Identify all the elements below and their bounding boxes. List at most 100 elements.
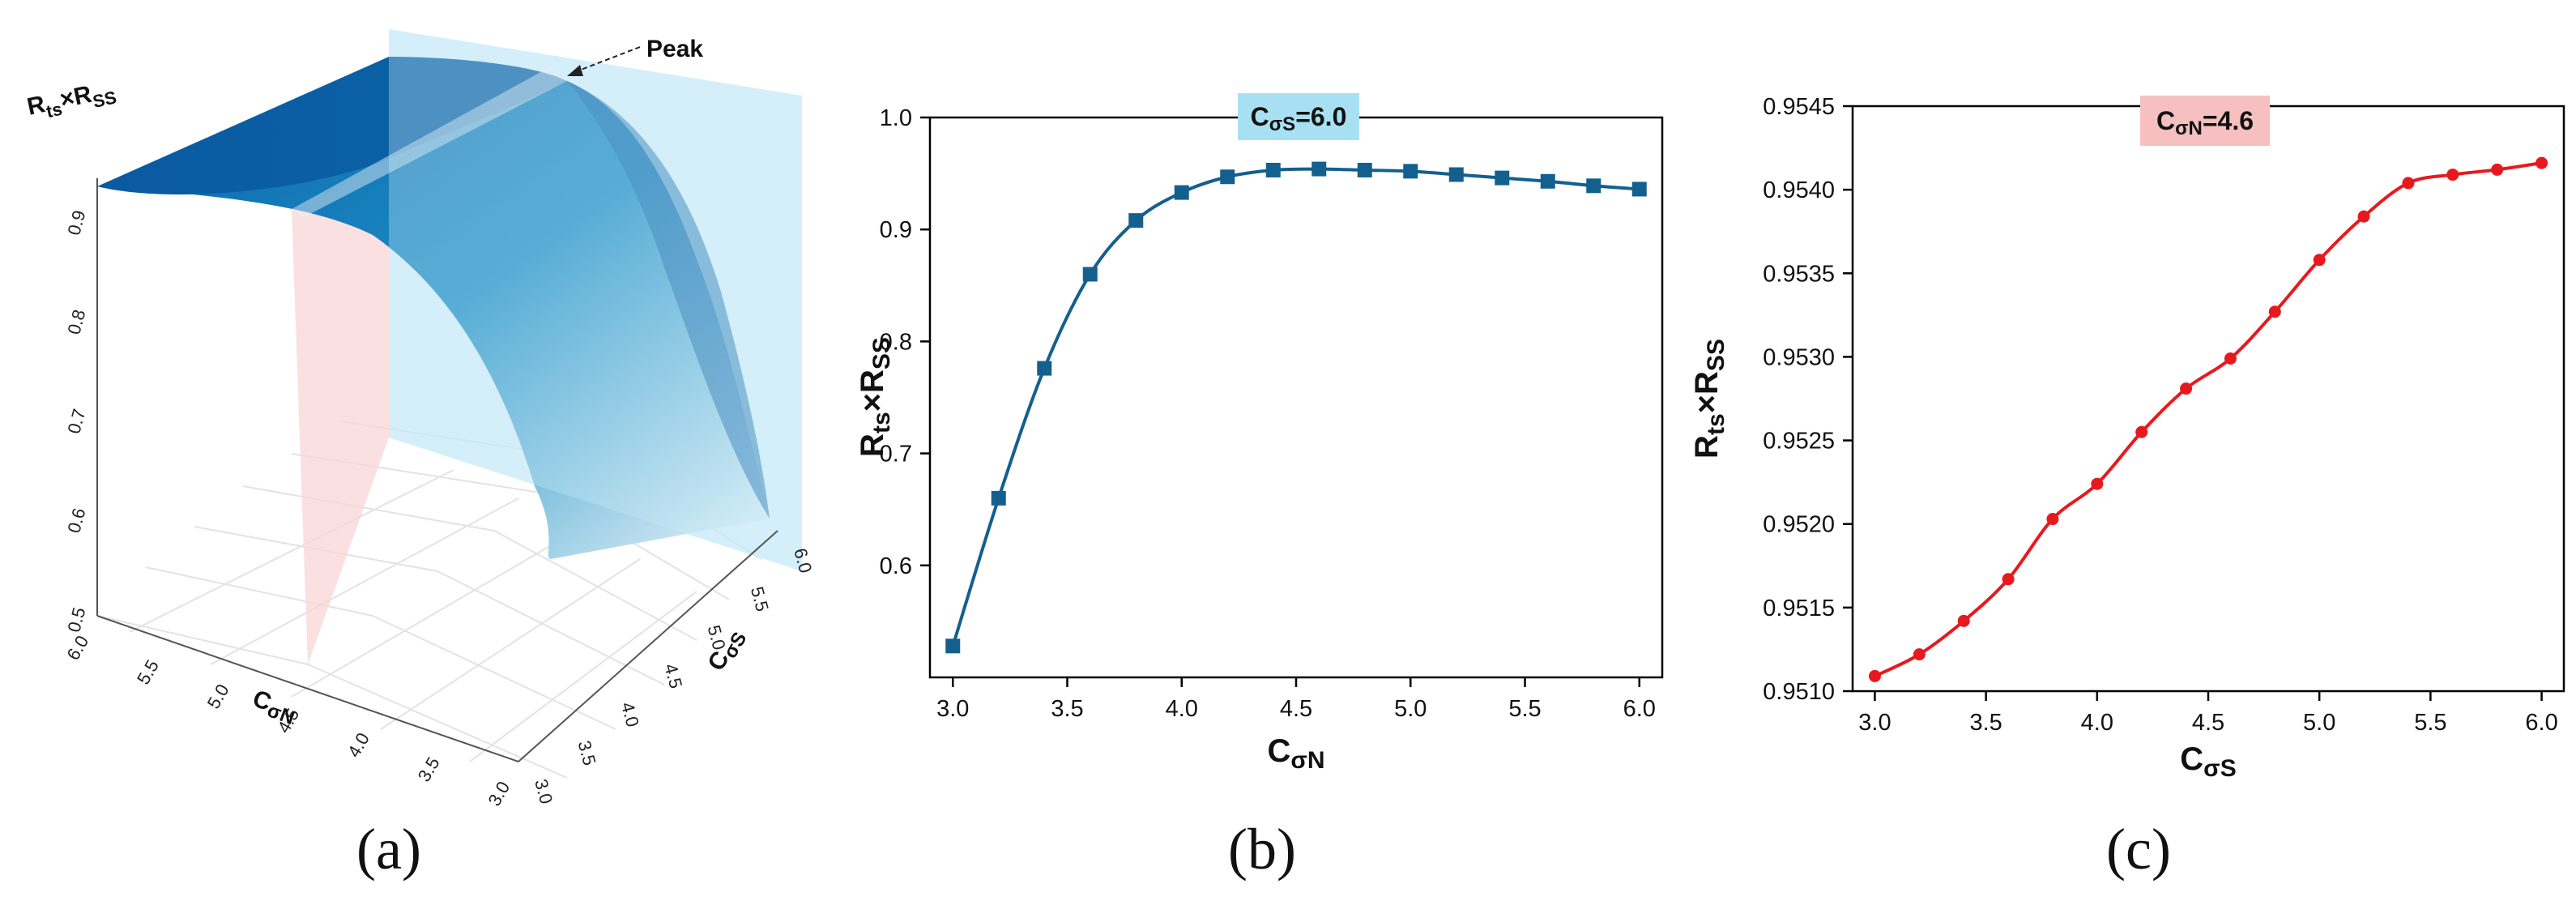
y-tick-label: 0.7 bbox=[880, 442, 912, 468]
x-tick-label: 6.0 bbox=[1623, 696, 1656, 722]
surface-ridge-shade bbox=[567, 81, 770, 519]
data-point bbox=[2046, 513, 2059, 526]
data-point bbox=[1957, 614, 1970, 627]
x-tick-label: 5.0 bbox=[203, 681, 233, 712]
y-tick-label: 0.9545 bbox=[1763, 94, 1835, 120]
y-tick-label: 0.9525 bbox=[1763, 429, 1835, 455]
y-tick-label: 0.9530 bbox=[1763, 344, 1835, 370]
x-tick-label: 3.0 bbox=[936, 696, 969, 722]
data-point bbox=[2313, 254, 2326, 267]
panel-c-line-chart: 3.0 3.5 4.0 4.5 5.0 5.5 6.0 0.9510 0.9515 0.9520… bbox=[1689, 94, 2565, 882]
blue-plane-front bbox=[389, 29, 802, 571]
data-point bbox=[2091, 477, 2104, 490]
data-point bbox=[1265, 162, 1281, 177]
annotation-box bbox=[2140, 96, 2270, 146]
data-point bbox=[1403, 164, 1418, 179]
data-point bbox=[1448, 167, 1464, 182]
data-point bbox=[1037, 361, 1052, 376]
x-tick-label: 5.0 bbox=[2303, 710, 2335, 736]
data-point bbox=[1174, 185, 1189, 200]
y-axis-ticks: 0.9510 0.9515 0.9520 0.9525 0.9530 0.9535 0.95… bbox=[1763, 94, 1853, 705]
data-point bbox=[2268, 305, 2281, 318]
data-point bbox=[1082, 267, 1098, 282]
x-tick-label: 5.5 bbox=[1508, 696, 1541, 722]
annotation-box bbox=[1238, 93, 1359, 140]
x-tick-label: 4.5 bbox=[2192, 710, 2224, 736]
y-tick-label: 0.9520 bbox=[1763, 512, 1835, 538]
panel-a-surface-plot: 0.5 0.6 0.7 0.8 0.9 6.0 5.5 5.0 4.5 4.0 3.5 3.0 3.… bbox=[25, 29, 816, 882]
y-axis-title: Rts×RSS bbox=[855, 337, 895, 457]
x-tick-label: 5.0 bbox=[1394, 696, 1427, 722]
annotation-text: CσN=4.6 bbox=[2156, 106, 2254, 139]
z-tick-label: 0.7 bbox=[63, 407, 89, 436]
panel-a-label: (a) bbox=[356, 817, 421, 882]
y-tick-label: 4.5 bbox=[660, 661, 686, 690]
y-tick-label: 0.9535 bbox=[1763, 261, 1835, 287]
panel-b-label: (b) bbox=[1228, 817, 1296, 882]
x-tick-label: 6.0 bbox=[2525, 710, 2557, 736]
peak-label: Peak bbox=[646, 36, 703, 62]
y-tick-label: 0.8 bbox=[880, 329, 912, 355]
data-point bbox=[2135, 425, 2148, 438]
annotation-text: CσS=6.0 bbox=[1251, 102, 1347, 135]
plot-frame bbox=[1851, 105, 2565, 693]
red-plane-top-strip bbox=[292, 66, 567, 217]
data-point bbox=[2002, 573, 2015, 586]
y-tick-label: 4.0 bbox=[617, 700, 643, 729]
data-point bbox=[2180, 382, 2193, 395]
y-axis-ticks: 3.03.54.04.55.05.56.0 bbox=[531, 546, 816, 806]
y-tick-label: 0.9540 bbox=[1763, 177, 1835, 203]
data-point bbox=[945, 638, 961, 654]
data-point bbox=[2224, 352, 2237, 365]
y-tick-label: 0.6 bbox=[880, 553, 912, 579]
z-tick-label: 0.9 bbox=[63, 208, 89, 237]
y-tick-label: 1.0 bbox=[880, 105, 912, 131]
y-tick-label: 3.0 bbox=[531, 777, 557, 806]
x-axis-line bbox=[96, 615, 519, 762]
data-point bbox=[1913, 648, 1926, 661]
x-tick-label: 5.5 bbox=[133, 656, 163, 688]
data-point bbox=[2446, 169, 2459, 181]
peak-arrowhead bbox=[567, 65, 583, 76]
x-tick-label: 4.0 bbox=[343, 729, 373, 761]
red-plane bbox=[292, 170, 389, 664]
y-axis-title: Rts×RSS bbox=[1689, 339, 1729, 459]
z-tick-label: 0.8 bbox=[63, 307, 89, 336]
y-tick-label: 0.9515 bbox=[1763, 596, 1835, 621]
y-axis-title: CσS bbox=[702, 624, 751, 677]
data-point bbox=[1311, 161, 1327, 177]
y-axis-ticks: 0.6 0.7 0.8 0.9 1.0 bbox=[880, 105, 930, 579]
y-tick-label: 5.5 bbox=[747, 584, 773, 613]
data-point bbox=[1631, 181, 1647, 197]
series-line bbox=[1874, 161, 2542, 678]
data-point bbox=[2357, 210, 2370, 223]
z-tick-label: 0.5 bbox=[63, 605, 89, 634]
data-point bbox=[1495, 170, 1510, 186]
x-axis-ticks: 3.0 3.5 4.0 4.5 5.0 5.5 6.0 bbox=[936, 677, 1656, 722]
y-axis-line bbox=[518, 530, 778, 762]
x-axis-title: CσN bbox=[1267, 733, 1324, 774]
panel-b-line-chart: 3.0 3.5 4.0 4.5 5.0 5.5 6.0 0.6 0.7 0.8 0.9 1.0 Cσ… bbox=[855, 93, 1664, 882]
x-tick-label: 4.0 bbox=[1166, 696, 1198, 722]
series-line bbox=[951, 167, 1640, 647]
x-tick-label: 3.5 bbox=[1051, 696, 1083, 722]
x-tick-label: 3.5 bbox=[1969, 710, 2002, 736]
data-point bbox=[1357, 162, 1372, 177]
panel-c-label: (c) bbox=[2106, 817, 2171, 882]
y-tick-label: 0.9 bbox=[880, 217, 912, 243]
x-tick-label: 4.5 bbox=[1280, 696, 1312, 722]
x-tick-label: 5.5 bbox=[2414, 710, 2446, 736]
peak-arrow-line bbox=[576, 46, 641, 72]
data-point bbox=[2402, 177, 2415, 190]
z-axis-title: Rts×RSS bbox=[25, 76, 118, 126]
plot-frame bbox=[928, 116, 1664, 679]
data-point bbox=[1220, 169, 1235, 185]
x-tick-label: 3.5 bbox=[414, 754, 444, 785]
data-point bbox=[1128, 213, 1144, 228]
data-point bbox=[2491, 163, 2504, 176]
x-axis-title: CσS bbox=[2180, 741, 2236, 782]
data-point bbox=[1868, 669, 1881, 682]
surface-front-face bbox=[97, 81, 770, 559]
x-tick-label: 3.0 bbox=[484, 778, 514, 809]
data-point bbox=[2535, 156, 2548, 169]
